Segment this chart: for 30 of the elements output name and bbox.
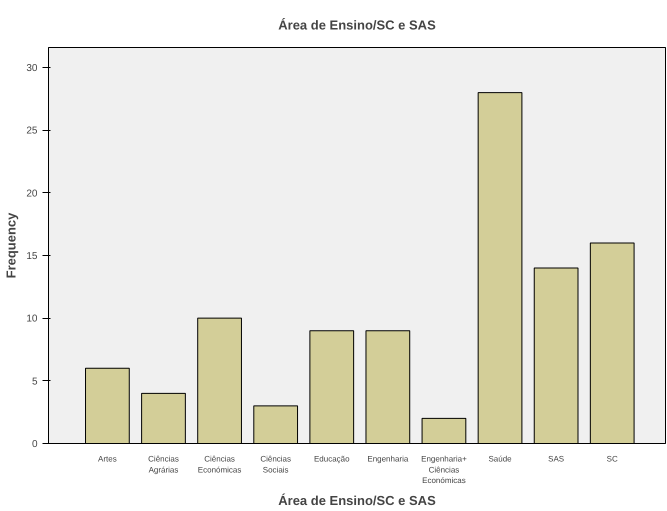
x-tick-label: Engenharia bbox=[367, 454, 409, 464]
y-axis-title: Frequency bbox=[3, 212, 18, 278]
y-tick-label: 25 bbox=[26, 126, 38, 137]
x-tick-label: Ciências Agrárias bbox=[148, 454, 179, 474]
x-tick-label: Educação bbox=[314, 454, 350, 464]
x-tick-label: Ciências Sociais bbox=[260, 454, 292, 474]
x-tick-label: Ciências Económicas bbox=[198, 454, 242, 474]
y-tick-label: 0 bbox=[32, 439, 38, 450]
x-tick-label: Artes bbox=[98, 454, 117, 464]
y-tick-label: 5 bbox=[32, 376, 38, 388]
bar bbox=[478, 92, 522, 444]
x-tick-label: SC bbox=[606, 454, 618, 464]
x-tick-label: Saúde bbox=[488, 454, 512, 464]
bar bbox=[197, 318, 242, 444]
y-tick-label: 30 bbox=[26, 63, 38, 74]
bar bbox=[534, 268, 578, 444]
x-tick-label: Engenharia+ Ciências Económicas bbox=[421, 454, 468, 486]
bar bbox=[590, 242, 635, 444]
x-axis-title: Área de Ensino/SC e SAS bbox=[278, 493, 436, 508]
bar bbox=[85, 368, 130, 444]
bar bbox=[141, 392, 186, 444]
y-tick-label: 15 bbox=[26, 251, 38, 262]
x-tick-label: SAS bbox=[548, 454, 564, 464]
y-tick-label: 10 bbox=[26, 314, 38, 325]
bar bbox=[365, 330, 410, 444]
bar bbox=[309, 330, 354, 444]
bar bbox=[422, 418, 466, 444]
chart-title: Área de Ensino/SC e SAS bbox=[278, 18, 436, 32]
y-tick-label: 20 bbox=[26, 188, 38, 200]
bar bbox=[253, 405, 298, 444]
